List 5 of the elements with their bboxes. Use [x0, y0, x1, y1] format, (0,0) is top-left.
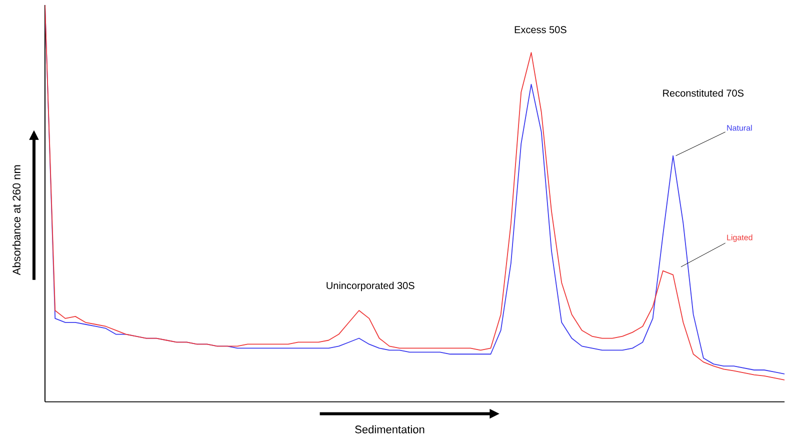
- x-axis-title: Sedimentation: [355, 425, 424, 434]
- annotation: Reconstituted 70S: [663, 89, 744, 97]
- annotation: Excess 50S: [514, 26, 566, 34]
- y-axis-title: Absorbance at 260 nm: [12, 165, 20, 276]
- annotation: Unincorporated 30S: [326, 282, 414, 292]
